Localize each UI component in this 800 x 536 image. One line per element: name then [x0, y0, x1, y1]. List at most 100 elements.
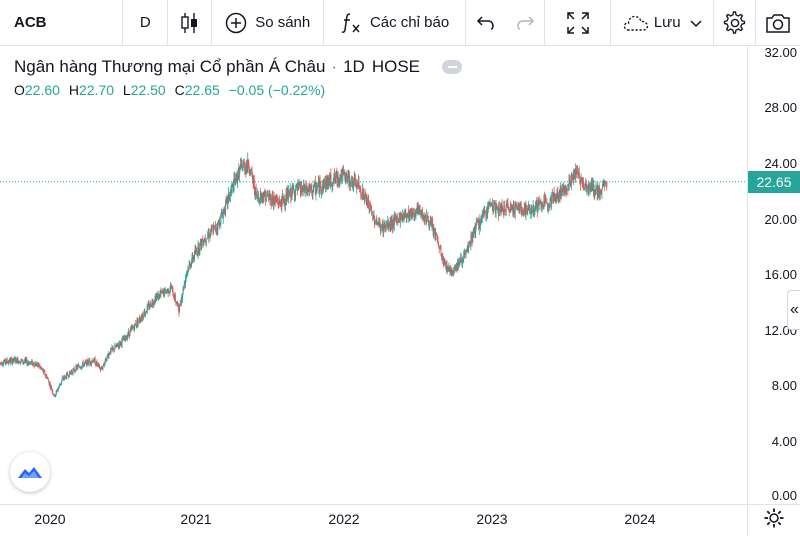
candle-body: [46, 378, 48, 379]
symbol-search-button[interactable]: ACB: [0, 0, 124, 46]
candle-body: [284, 204, 286, 206]
candle-body: [10, 359, 12, 363]
redo-button[interactable]: [506, 0, 546, 46]
candle-body: [380, 225, 382, 231]
candle-body: [342, 170, 344, 171]
candle-body: [383, 225, 385, 233]
candle-body: [499, 206, 501, 208]
candle-body: [529, 207, 531, 213]
candle-body: [7, 362, 9, 364]
candle-body: [524, 208, 526, 214]
last-price-tag: 22.65: [748, 171, 800, 193]
candle-body: [331, 184, 333, 187]
candle-body: [122, 338, 124, 341]
candle-body: [271, 203, 273, 205]
candle-body: [340, 175, 342, 181]
candle-body: [292, 188, 294, 190]
candle-body: [134, 323, 136, 329]
candle-body: [405, 214, 407, 219]
candle-body: [579, 178, 581, 180]
candle-body: [275, 199, 277, 201]
compare-button[interactable]: So sánh: [212, 0, 325, 46]
candle-body: [167, 288, 169, 294]
candle-body: [439, 248, 441, 250]
candle-body: [364, 193, 366, 197]
candle-body: [450, 268, 452, 274]
candle-body: [5, 362, 7, 364]
candle-body: [442, 256, 444, 264]
candle-body: [590, 188, 592, 190]
candle-body: [436, 234, 438, 236]
chart-style-button[interactable]: [168, 0, 212, 46]
candle-body: [515, 203, 517, 207]
candle-body: [421, 214, 423, 216]
candle-body: [11, 358, 13, 364]
candle-body: [363, 193, 365, 199]
candle-body: [569, 179, 571, 183]
candle-body: [332, 181, 334, 184]
close-value: 22.65: [184, 82, 220, 98]
price-axis[interactable]: 32.00 28.00 24.00 20.00 16.00 12.00 8.00…: [747, 45, 800, 504]
candle-body: [544, 198, 546, 204]
candle-body: [509, 211, 511, 213]
snapshot-button[interactable]: [756, 0, 800, 46]
candle-body: [406, 217, 408, 219]
save-layout-button[interactable]: Lưu: [611, 0, 715, 46]
candle-body: [193, 257, 195, 259]
legend-collapse-button[interactable]: [442, 60, 463, 74]
fullscreen-button[interactable]: [545, 0, 611, 46]
price-chart[interactable]: [0, 46, 747, 504]
candle-body: [126, 337, 128, 339]
candle-body: [243, 163, 245, 166]
scroll-to-realtime-button[interactable]: «: [787, 290, 800, 330]
candle-body: [555, 194, 557, 202]
candle-body: [234, 182, 236, 184]
indicators-button[interactable]: Các chỉ báo: [324, 0, 466, 46]
interval-button[interactable]: D: [123, 0, 169, 46]
candle-body: [263, 197, 265, 202]
candle-body: [390, 219, 392, 229]
candle-body: [305, 187, 307, 194]
candle-body: [30, 361, 32, 364]
candle-body: [159, 293, 161, 297]
candle-body: [168, 292, 170, 293]
candle-body: [293, 190, 295, 197]
candle-body: [410, 209, 412, 215]
undo-button[interactable]: [466, 0, 506, 46]
candlestick-series: [0, 152, 608, 398]
candle-body: [154, 297, 156, 302]
candle-body: [246, 165, 248, 172]
candle-body: [376, 222, 378, 224]
candle-body: [599, 192, 601, 198]
candle-body: [171, 286, 173, 289]
candle-body: [546, 201, 548, 205]
candle-body: [77, 365, 79, 369]
candle-body: [79, 367, 81, 369]
candle-body: [247, 158, 249, 170]
candle-body: [398, 221, 400, 223]
candle-body: [40, 367, 42, 369]
candle-body: [269, 195, 271, 199]
candle-body: [258, 198, 260, 203]
candle-body: [380, 227, 382, 232]
candle-body: [232, 184, 234, 191]
chart-properties-gear-icon[interactable]: [763, 507, 785, 529]
candle-body: [67, 373, 69, 376]
candle-body: [139, 320, 141, 322]
candle-body: [602, 183, 604, 189]
candle-body: [529, 208, 531, 210]
candle-body: [91, 360, 93, 362]
candle-body: [42, 369, 44, 373]
time-axis[interactable]: 2020 2021 2022 2023 2024: [0, 504, 800, 536]
candle-body: [535, 202, 537, 206]
candle-body: [401, 215, 403, 217]
candle-body: [307, 188, 309, 192]
candle-body: [1, 362, 3, 365]
candle-body: [176, 303, 178, 304]
tradingview-logo[interactable]: [10, 452, 50, 492]
settings-button[interactable]: [714, 0, 757, 46]
candle-body: [462, 258, 464, 262]
candle-body: [40, 366, 42, 368]
candle-body: [527, 206, 529, 210]
candle-body: [471, 235, 473, 239]
